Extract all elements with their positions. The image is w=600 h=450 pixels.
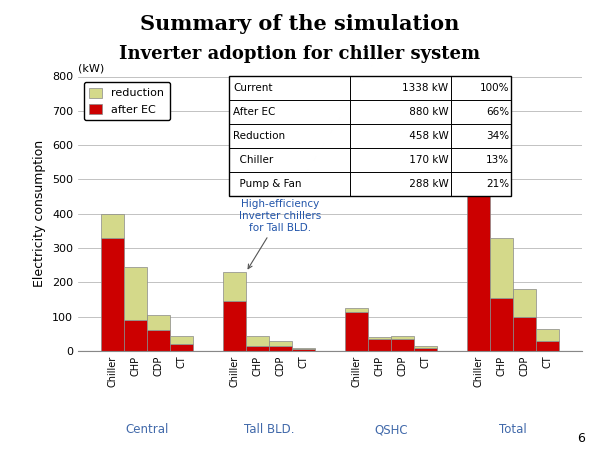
- Text: Summary of the simulation: Summary of the simulation: [140, 14, 460, 33]
- Bar: [246, 336, 269, 346]
- Text: High-efficiency
Inverter chillers
for Tall BLD.: High-efficiency Inverter chillers for Ta…: [239, 199, 322, 269]
- Bar: [414, 347, 437, 351]
- Text: 288 kW: 288 kW: [406, 179, 448, 189]
- Bar: [124, 267, 147, 320]
- Bar: [536, 328, 559, 341]
- Bar: [536, 341, 559, 351]
- Bar: [345, 311, 368, 351]
- Bar: [391, 339, 414, 351]
- Legend: reduction, after EC: reduction, after EC: [83, 82, 170, 120]
- Text: 34%: 34%: [486, 131, 509, 141]
- Bar: [246, 346, 269, 351]
- Text: QSHC: QSHC: [374, 423, 408, 436]
- Bar: [368, 339, 391, 351]
- Text: (kW): (kW): [78, 64, 104, 74]
- Bar: [170, 344, 193, 351]
- Bar: [414, 346, 437, 347]
- Y-axis label: Electricity consumption: Electricity consumption: [34, 140, 46, 287]
- Bar: [345, 308, 368, 311]
- Bar: [223, 301, 246, 351]
- Text: 66%: 66%: [486, 107, 509, 117]
- Text: Chiller: Chiller: [233, 155, 274, 165]
- Text: Current: Current: [233, 83, 273, 94]
- Bar: [170, 336, 193, 344]
- Bar: [391, 336, 414, 339]
- Text: Central: Central: [125, 423, 169, 436]
- Bar: [490, 238, 513, 298]
- Bar: [223, 272, 246, 301]
- Text: Reduction: Reduction: [233, 131, 286, 141]
- Text: Total: Total: [499, 423, 527, 436]
- Bar: [269, 341, 292, 346]
- Bar: [490, 298, 513, 351]
- Bar: [292, 349, 315, 351]
- Bar: [229, 76, 511, 196]
- Text: 458 kW: 458 kW: [406, 131, 448, 141]
- Bar: [101, 238, 124, 351]
- Bar: [124, 320, 147, 351]
- Text: Tall BLD.: Tall BLD.: [244, 423, 294, 436]
- Bar: [147, 315, 170, 330]
- Text: 100%: 100%: [479, 83, 509, 94]
- Bar: [513, 289, 536, 317]
- Text: 13%: 13%: [486, 155, 509, 165]
- Bar: [467, 148, 490, 351]
- Text: 880 kW: 880 kW: [406, 107, 448, 117]
- Bar: [101, 214, 124, 238]
- Text: 1338 kW: 1338 kW: [403, 83, 448, 94]
- Bar: [147, 330, 170, 351]
- Text: After EC: After EC: [233, 107, 275, 117]
- Text: 6: 6: [577, 432, 585, 446]
- Text: Inverter adoption for chiller system: Inverter adoption for chiller system: [119, 45, 481, 63]
- Text: Pump & Fan: Pump & Fan: [233, 179, 302, 189]
- Bar: [269, 346, 292, 351]
- Bar: [513, 317, 536, 351]
- Text: 170 kW: 170 kW: [406, 155, 448, 165]
- Bar: [368, 338, 391, 339]
- Text: 21%: 21%: [486, 179, 509, 189]
- Bar: [467, 92, 490, 148]
- Bar: [292, 347, 315, 349]
